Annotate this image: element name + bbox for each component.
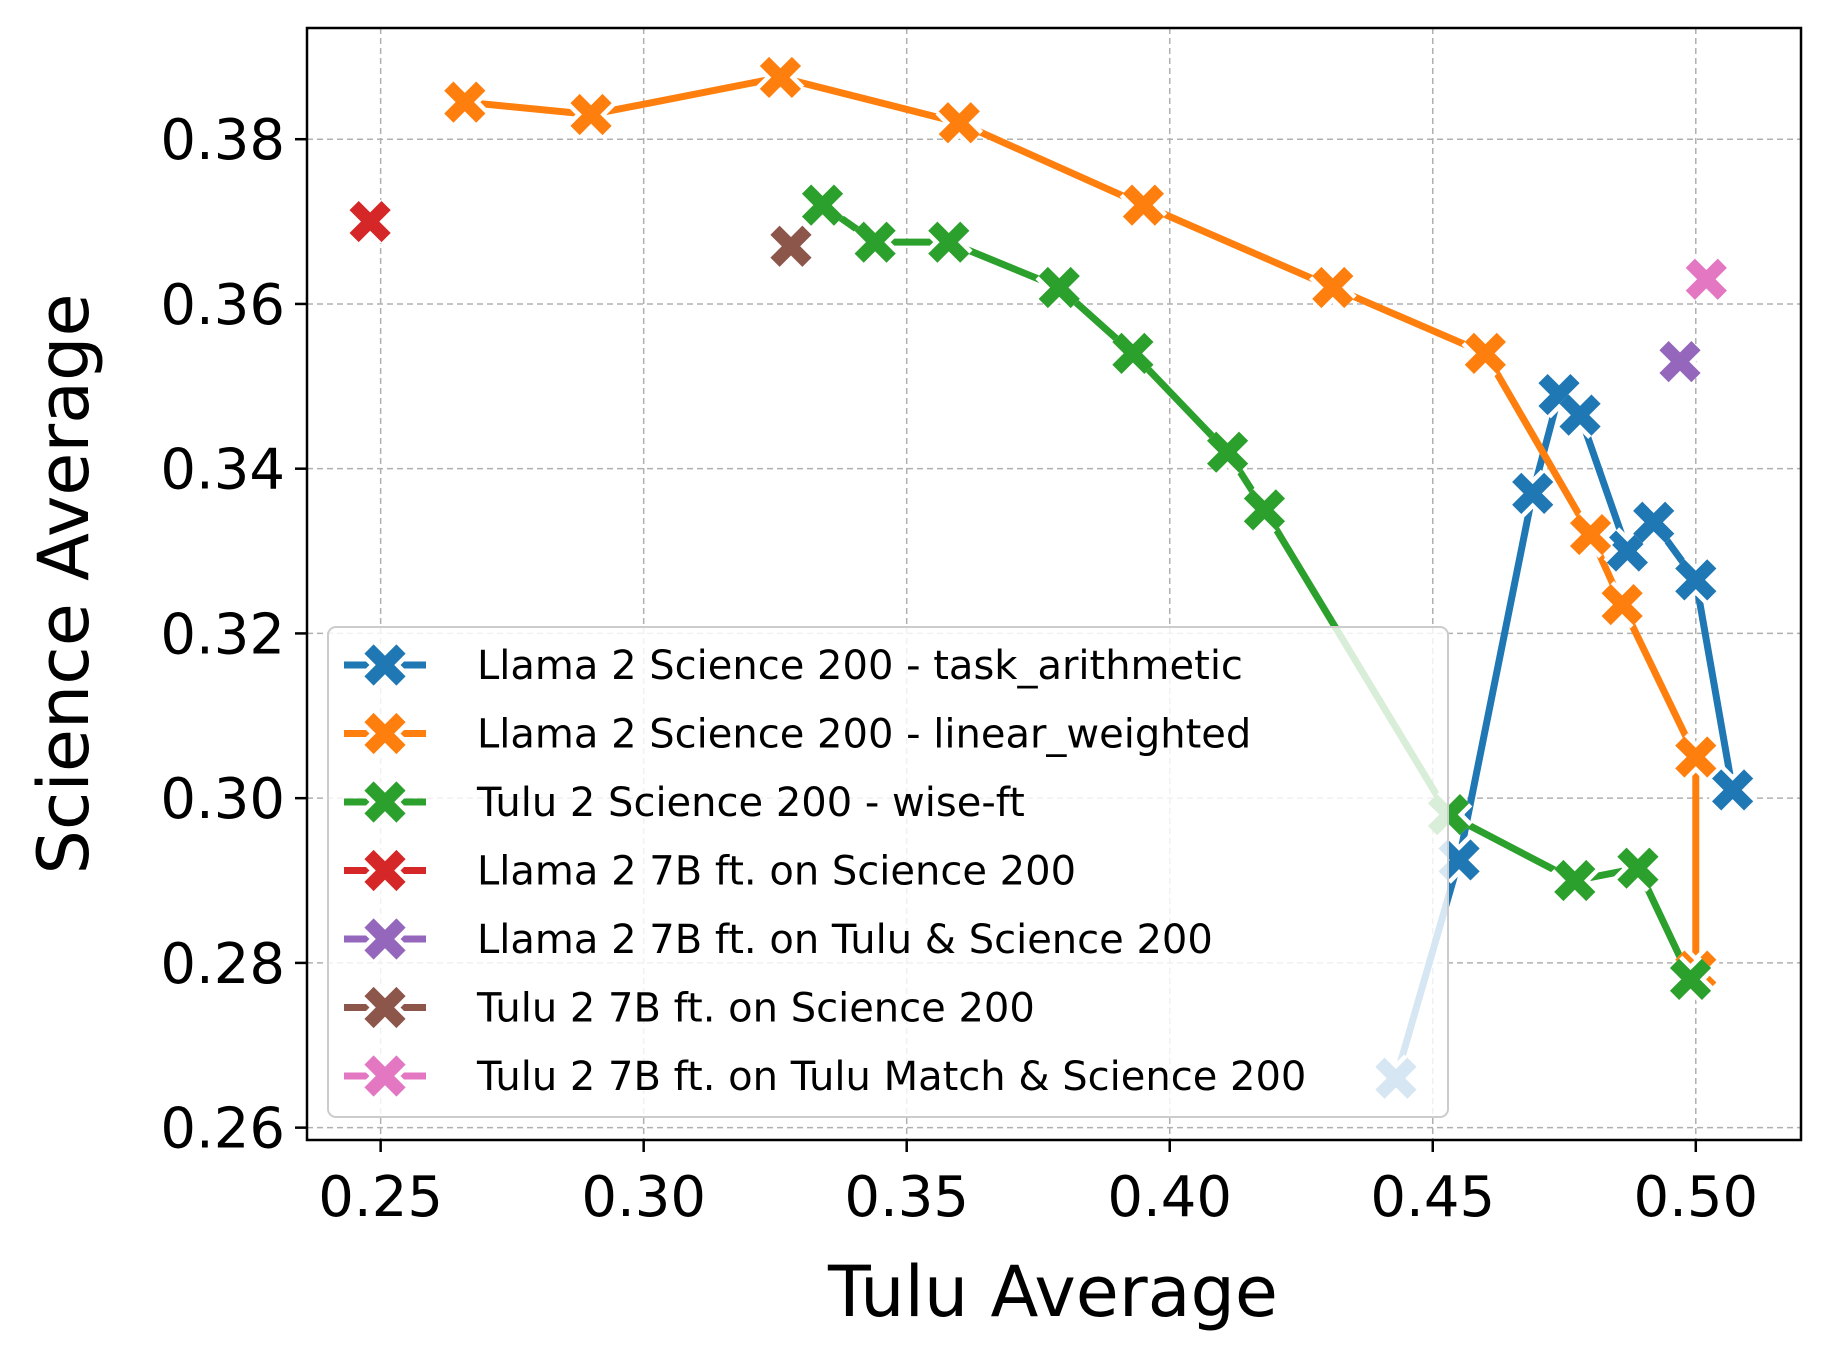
data-point [1598, 580, 1646, 629]
data-point [346, 197, 394, 246]
data-point [1508, 469, 1557, 518]
data-point [1629, 498, 1678, 547]
data-point [1672, 733, 1720, 781]
data-point [1656, 337, 1704, 386]
legend-marker [361, 846, 409, 895]
data-point [1203, 428, 1252, 476]
data-point [756, 53, 805, 102]
legend-box [327, 626, 1449, 1118]
data-point [1240, 486, 1289, 534]
data-point [1566, 510, 1615, 559]
axis-ticks: 0.25 0.30 0.35 0.40 0.45 0.50 0.26 0.28 0.30 0.32… [160, 108, 1758, 1230]
data-point [1109, 329, 1157, 378]
x-tick-label: 0.25 [318, 1165, 443, 1230]
data-point [1614, 844, 1662, 892]
legend-entry: Llama 2 Science 200 - linear_weighted [344, 709, 1251, 758]
data-point [1708, 766, 1757, 814]
legend-label: Llama 2 7B ft. on Science 200 [477, 849, 1076, 895]
data-point [1119, 181, 1168, 229]
data-point [1035, 263, 1084, 312]
y-tick-label: 0.28 [160, 932, 285, 997]
data-point [1551, 856, 1599, 905]
data-point [1666, 955, 1715, 1004]
data-point [441, 78, 489, 126]
x-tick-label: 0.35 [844, 1165, 969, 1230]
data-point [935, 98, 984, 147]
data-point [1461, 329, 1510, 378]
data-point [567, 90, 615, 139]
legend-marker [361, 641, 409, 689]
legend-label: Tulu 2 7B ft. on Science 200 [476, 986, 1035, 1032]
y-tick-label: 0.32 [160, 602, 285, 667]
y-tick-label: 0.34 [160, 438, 285, 503]
data-point [767, 222, 815, 271]
x-tick-label: 0.50 [1633, 1165, 1758, 1230]
legend-marker [361, 915, 409, 963]
data-point [1309, 263, 1357, 312]
data-point [1603, 527, 1652, 575]
data-point [1682, 255, 1731, 304]
legend-marker [361, 778, 409, 826]
y-tick-label: 0.36 [160, 273, 285, 338]
data-point [1556, 391, 1604, 439]
y-tick-label: 0.38 [160, 108, 285, 173]
y-tick-label: 0.26 [160, 1097, 285, 1162]
x-tick-label: 0.40 [1107, 1165, 1232, 1230]
plot-frame [305, 26, 1803, 1142]
legend-label: Llama 2 7B ft. on Tulu & Science 200 [477, 917, 1213, 963]
data-point [1672, 556, 1720, 604]
data-point [925, 218, 973, 266]
legend: Llama 2 Science 200 - task_arithmetic Lla… [327, 626, 1449, 1118]
legend-entry: Tulu 2 Science 200 - wise-ft [344, 778, 1025, 826]
legend-entry: Llama 2 7B ft. on Science 200 [344, 846, 1076, 895]
legend-label: Llama 2 Science 200 - task_arithmetic [477, 643, 1243, 689]
x-axis-label: Tulu Average [827, 1251, 1278, 1333]
y-axis-label: Science Average [23, 293, 105, 874]
x-tick-label: 0.30 [581, 1165, 706, 1230]
legend-entry: Tulu 2 7B ft. on Science 200 [344, 983, 1035, 1032]
legend-entry: Tulu 2 7B ft. on Tulu Match & Science 20… [344, 1052, 1306, 1100]
x-tick-label: 0.45 [1370, 1165, 1495, 1230]
data-point [798, 181, 847, 229]
data-point [851, 218, 899, 266]
legend-entry: Llama 2 Science 200 - task_arithmetic [344, 641, 1243, 689]
legend-label: Llama 2 Science 200 - linear_weighted [477, 712, 1251, 758]
legend-marker [361, 983, 409, 1032]
legend-entry: Llama 2 7B ft. on Tulu & Science 200 [344, 915, 1213, 963]
y-tick-label: 0.30 [160, 767, 285, 832]
legend-marker [361, 1052, 409, 1100]
legend-marker [361, 709, 409, 758]
legend-label: Tulu 2 Science 200 - wise-ft [476, 780, 1025, 826]
legend-label: Tulu 2 7B ft. on Tulu Match & Science 20… [476, 1054, 1306, 1100]
